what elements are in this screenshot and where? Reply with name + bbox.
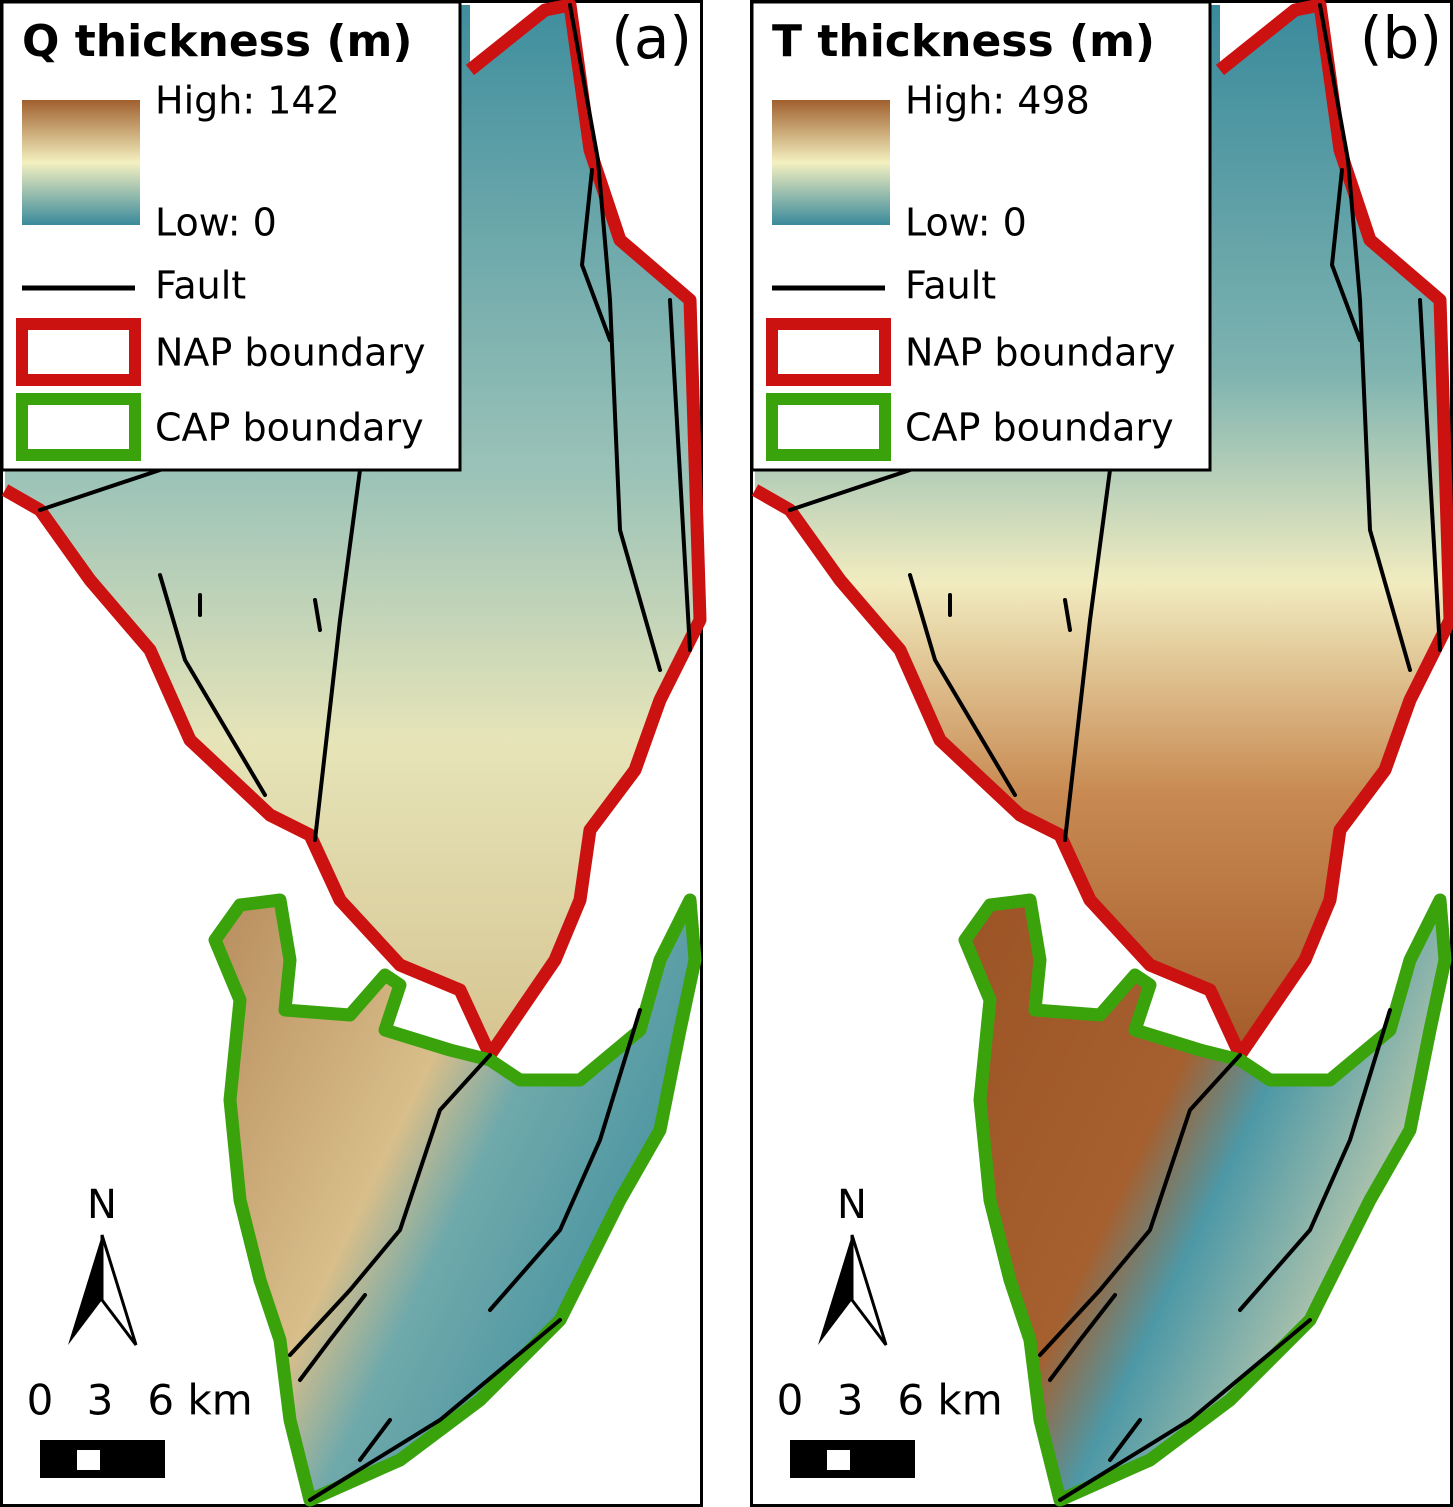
north-arrow-left: [68, 1235, 102, 1345]
legend-nap-swatch: [766, 318, 891, 386]
legend-box: [0, 0, 462, 472]
scale-label: 0: [27, 1376, 54, 1425]
legend-low: Low: 0: [905, 201, 1027, 245]
legend-title: Q thickness (m): [22, 16, 412, 67]
legend-cap: CAP boundary: [905, 406, 1174, 450]
fault-line: [1063, 468, 1112, 842]
fault-line: [579, 168, 612, 342]
legend-nap: NAP boundary: [905, 331, 1175, 375]
north-arrow-right: [850, 1234, 888, 1346]
panel-label: (a): [611, 4, 692, 72]
fault-line: [1238, 1008, 1392, 1312]
north-label: N: [837, 1182, 867, 1228]
color-ramp: [772, 100, 890, 225]
fault-line: [313, 468, 362, 842]
fault-line: [1108, 1418, 1142, 1462]
color-ramp: [22, 100, 140, 225]
map-panel: T thickness (m) High: 498 Low: 0 Fault NAP b…: [750, 0, 1453, 1507]
legend-title: T thickness (m): [772, 16, 1155, 67]
scale-label: 6 km: [147, 1376, 252, 1425]
nap-boundary: [751, 0, 1453, 1062]
fault-line: [908, 573, 1017, 797]
fault-line: [298, 1293, 367, 1382]
cap-boundary: [208, 893, 702, 1507]
legend-fault: Fault: [155, 264, 246, 308]
legend-high: High: 142: [155, 79, 340, 123]
fault-line: [1418, 298, 1442, 652]
fault-line: [1048, 1293, 1117, 1382]
legend-fault: Fault: [905, 264, 996, 308]
fault-line: [288, 1053, 492, 1357]
legend-low: Low: 0: [155, 201, 277, 245]
fault-line: [38, 468, 162, 512]
legend-cap: CAP boundary: [155, 406, 424, 450]
scale-bar: [790, 1440, 915, 1478]
north-label: N: [87, 1182, 117, 1228]
scale-label: 0: [777, 1376, 804, 1425]
scale-label: 3: [837, 1376, 864, 1425]
nap-boundary: [1, 0, 707, 1062]
scale-label: 6 km: [897, 1376, 1002, 1425]
fault-line: [358, 1418, 392, 1462]
fault-line: [158, 573, 267, 797]
cap-boundary: [958, 893, 1452, 1507]
north-arrow-right: [100, 1234, 138, 1346]
cap-area: [965, 900, 1445, 1500]
fault-line: [488, 1008, 642, 1312]
scale-bar-gap: [77, 1450, 100, 1470]
fault-line: [1058, 1318, 1312, 1502]
fault-line: [1329, 168, 1362, 342]
scale-bar: [40, 1440, 165, 1478]
map-panel: Q thickness (m) High: 142 Low: 0 Fault NAP b…: [0, 0, 707, 1507]
scale-bar-gap: [827, 1450, 850, 1470]
fault-line: [1318, 3, 1412, 672]
fault-line: [1038, 1053, 1242, 1357]
cap-area: [215, 900, 695, 1500]
fault-line: [308, 1318, 562, 1502]
north-arrow-left: [818, 1235, 852, 1345]
fault-line: [568, 3, 662, 672]
legend-nap-swatch: [16, 318, 141, 386]
legend-nap: NAP boundary: [155, 331, 425, 375]
scale-label: 3: [87, 1376, 114, 1425]
legend-cap-swatch: [16, 393, 141, 461]
fault-line: [668, 298, 692, 652]
legend-box: [750, 0, 1212, 472]
legend-high: High: 498: [905, 79, 1090, 123]
fault-line: [1063, 598, 1072, 632]
fault-line: [788, 468, 912, 512]
legend-cap-swatch: [766, 393, 891, 461]
fault-line: [313, 598, 322, 632]
panel-label: (b): [1360, 4, 1442, 72]
